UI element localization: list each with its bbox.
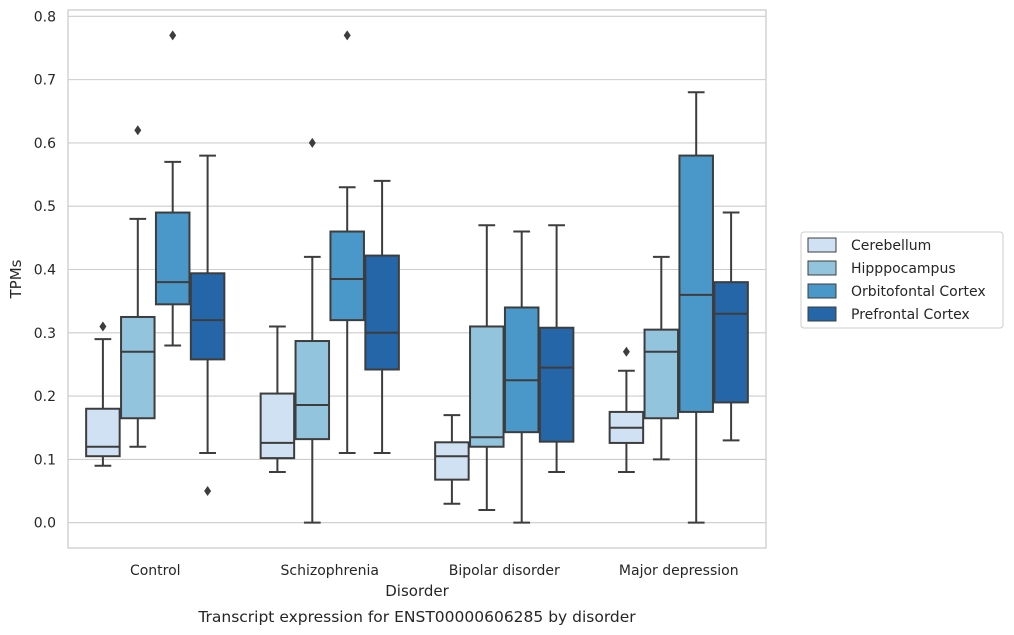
box-cerebellum [608,346,645,474]
box-cerebellum [85,321,121,467]
legend-frame [800,231,1004,329]
box-orbitofontal-cortex [329,30,365,455]
y-axis-label: TPMs [7,259,25,299]
box-orbitofontal-cortex [154,30,191,347]
box-iqr [259,392,296,460]
box-iqr [85,407,121,458]
box-prefrontal-cortex [713,211,749,442]
legend-label: Hipppocampus [851,261,956,277]
box-hipppocampus [469,224,505,512]
legend: Cerebellum Hipppocampus Orbitofontal Corte… [800,231,1004,329]
x-axis-label: Disorder [385,582,449,600]
box-iqr [434,441,470,481]
legend-swatch [807,260,837,276]
box-orbitofontal-cortex [678,91,714,524]
legend-label: Orbitofontal Cortex [851,284,986,300]
y-tick-label: 0.7 [34,73,56,89]
x-tick-labels: Control Schizophrenia Bipolar disorder Majo… [130,563,739,579]
box-hipppocampus [294,137,331,524]
box-cerebellum [259,325,296,474]
box-iqr [643,328,680,420]
box-iqr [503,306,540,434]
box-iqr [154,211,191,306]
x-tick-label: Control [130,563,181,579]
box-iqr [678,154,714,413]
outlier-point [169,30,177,41]
legend-label: Cerebellum [851,238,931,254]
legend-swatch [807,306,837,322]
box-hipppocampus [643,255,680,461]
outlier-point [134,125,142,136]
box-prefrontal-cortex [364,179,400,455]
chart-caption: Transcript expression for ENST0000060628… [197,608,636,626]
outlier-point [308,137,316,148]
legend-label: Prefrontal Cortex [851,307,970,323]
x-tick-label: Schizophrenia [281,563,379,579]
box-iqr [469,325,505,448]
outlier-point [343,30,351,41]
box-cerebellum [434,414,470,505]
y-tick-label: 0.5 [34,199,56,215]
box-orbitofontal-cortex [503,230,540,524]
box-iqr [329,230,365,322]
legend-swatch [807,237,837,253]
y-tick-label: 0.8 [34,9,56,25]
outlier-point [99,321,107,332]
box-iqr [189,272,226,361]
plot-area-frame [67,9,767,549]
y-tick-label: 0.4 [34,263,56,279]
y-tick-label: 0.3 [34,326,56,342]
box-hipppocampus [120,125,156,448]
outlier-point [204,486,212,497]
y-tick-label: 0.1 [34,452,56,468]
box-iqr [294,340,331,441]
y-tick-labels: 0.0 0.1 0.2 0.3 0.4 0.5 0.6 0.7 0.8 [34,9,56,531]
y-tick-label: 0.2 [34,389,56,405]
x-tick-label: Bipolar disorder [449,563,560,579]
grid-lines [68,15,766,524]
box-iqr [120,315,156,420]
y-tick-label: 0.6 [34,136,56,152]
box-iqr [538,326,575,443]
legend-swatch [807,283,837,299]
box-prefrontal-cortex [189,154,226,497]
y-tick-label: 0.0 [34,516,56,532]
box-iqr [364,254,400,371]
boxes-layer [85,30,749,524]
box-iqr [713,281,749,404]
outlier-point [622,346,630,357]
box-prefrontal-cortex [538,224,575,474]
x-tick-label: Major depression [619,563,739,579]
